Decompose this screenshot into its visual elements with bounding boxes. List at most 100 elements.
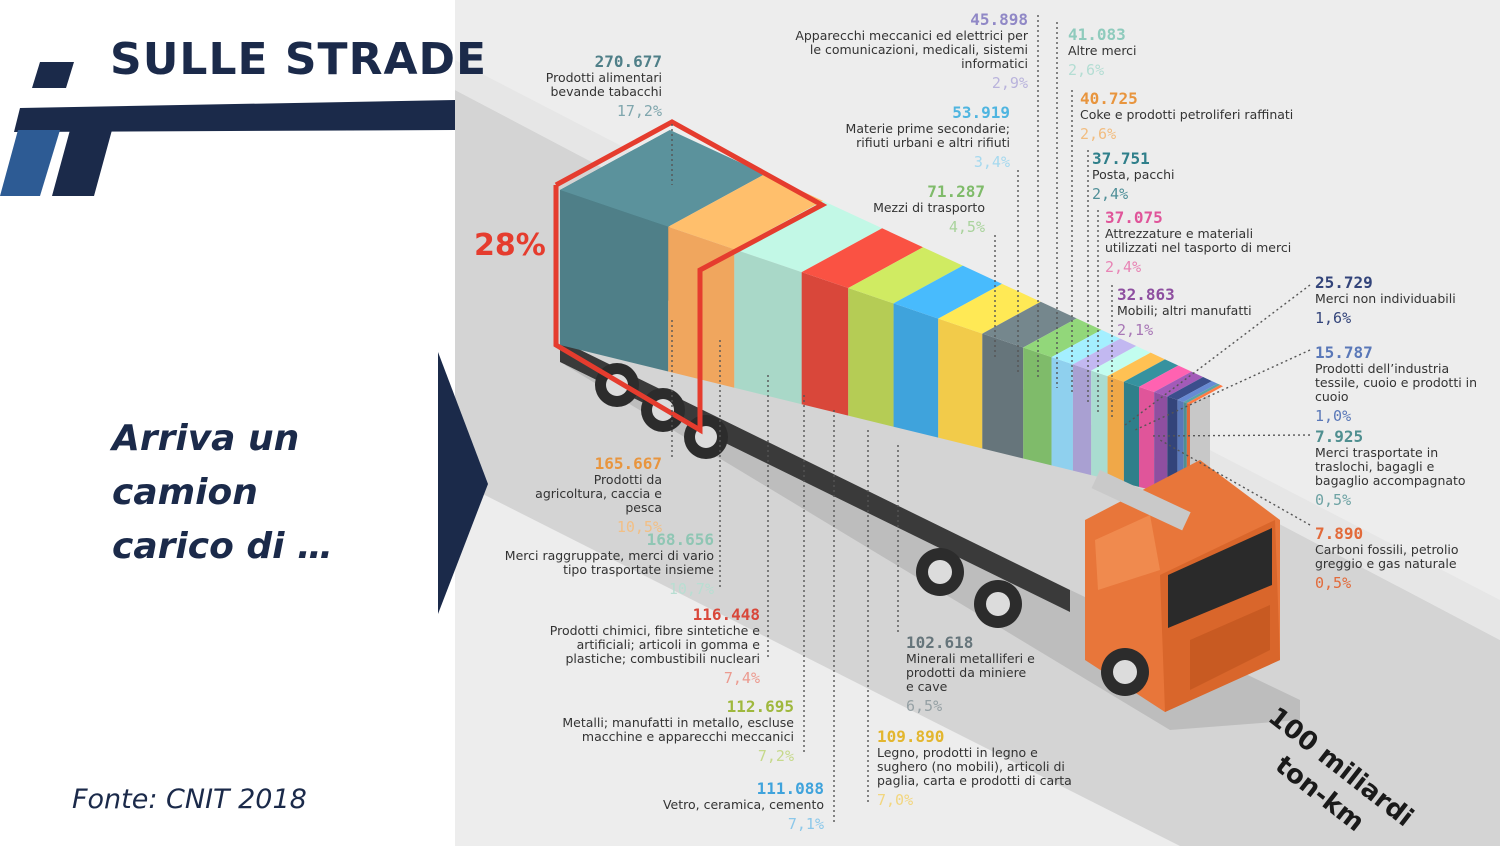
category-label: 168.656 Merci raggruppate, merci di vari…	[490, 530, 714, 599]
category-pct: 2,6%	[1068, 61, 1105, 79]
category-label: 32.863 Mobili; altri manufatti 2,1%	[1117, 285, 1277, 340]
category-name: Prodotti chimici, fibre sintetiche e art…	[549, 623, 760, 666]
cargo-stripe-roof	[1023, 318, 1102, 358]
cargo-stripe-side	[560, 190, 669, 372]
category-value: 111.088	[756, 779, 824, 798]
cargo-stripe-roof	[734, 200, 883, 273]
category-label: 7.890 Carboni fossili, petrolio greggio …	[1315, 524, 1485, 593]
cargo-stripe-roof	[982, 301, 1077, 348]
page-title: SULLE STRADE	[110, 34, 488, 85]
cargo-stripe-roof	[938, 283, 1041, 334]
cargo-stripe-side	[848, 288, 894, 427]
category-pct: 3,4%	[973, 153, 1010, 171]
subtitle: Arriva un camion carico di …	[112, 412, 333, 574]
category-pct: 17,2%	[616, 102, 662, 120]
category-pct: 10,5%	[616, 518, 662, 536]
category-pct: 4,5%	[948, 218, 985, 236]
category-value: 32.863	[1117, 285, 1175, 304]
cargo-stripe-roof	[668, 174, 824, 250]
source-note: Fonte: CNIT 2018	[72, 784, 307, 815]
cargo-stripe-side	[1023, 347, 1052, 466]
category-value: 45.898	[970, 10, 1028, 29]
category-pct: 1,6%	[1315, 309, 1352, 327]
cargo-stripe-roof	[801, 228, 924, 289]
category-label: 165.667 Prodotti da agricoltura, caccia …	[520, 454, 662, 537]
cargo-stripe-roof	[1186, 384, 1223, 405]
logo	[0, 62, 455, 196]
cargo-stripe-side	[982, 333, 1024, 459]
category-label: 45.898 Apparecchi meccanici ed elettrici…	[790, 10, 1028, 93]
category-pct: 2,4%	[1105, 258, 1142, 276]
leader-lines	[671, 15, 1311, 825]
category-pct: 0,5%	[1315, 491, 1352, 509]
category-label: 41.083 Altre merci 2,6%	[1068, 25, 1188, 80]
category-label: 116.448 Prodotti chimici, fibre sintetic…	[520, 605, 760, 688]
cargo-stripe-side	[893, 303, 939, 438]
category-name: Merci non individuabili	[1315, 291, 1456, 306]
category-name: Merci raggruppate, merci di vario tipo t…	[504, 548, 714, 577]
cargo-stripe-roof	[1154, 371, 1204, 397]
category-name: Metalli; manufatti in metallo, escluse m…	[562, 715, 794, 744]
cargo-stripe-roof	[1072, 338, 1137, 371]
category-name: Prodotti alimentari bevande tabacchi	[545, 70, 662, 99]
category-pct: 7,2%	[757, 747, 794, 765]
category-label: 270.677 Prodotti alimentari bevande taba…	[540, 52, 662, 121]
cargo-stripe-side	[1107, 376, 1124, 484]
cargo-stripe-roof	[1091, 346, 1151, 377]
category-value: 25.729	[1315, 273, 1373, 292]
category-value: 71.287	[927, 182, 985, 201]
category-name: Prodotti da agricoltura, caccia e pesca	[535, 472, 662, 515]
category-value: 37.075	[1105, 208, 1163, 227]
category-value: 40.725	[1080, 89, 1138, 108]
cargo-stripe-roof	[893, 265, 1003, 319]
category-name: Minerali metalliferi e prodotti da minie…	[906, 651, 1035, 694]
category-pct: 0,5%	[1315, 574, 1352, 592]
chevron-arrow	[438, 352, 488, 614]
category-pct: 2,6%	[1080, 125, 1117, 143]
category-value: 37.751	[1092, 149, 1150, 168]
category-label: 71.287 Mezzi di trasporto 4,5%	[860, 182, 985, 237]
category-value: 116.448	[692, 605, 760, 624]
category-value: 41.083	[1068, 25, 1126, 44]
cargo-stripes	[560, 130, 1223, 500]
category-pct: 2,1%	[1117, 321, 1154, 339]
category-label: 7.925 Merci trasportate in traslochi, ba…	[1315, 427, 1490, 510]
subtitle-line: Arriva un	[112, 418, 300, 459]
category-value: 109.890	[877, 727, 945, 746]
category-name: Vetro, ceramica, cemento	[662, 797, 824, 812]
cargo-stripe-roof	[848, 247, 963, 304]
cargo-stripe-roof	[1139, 365, 1192, 393]
category-pct: 1,0%	[1315, 407, 1352, 425]
cargo-stripe-roof	[1177, 381, 1218, 403]
category-name: Prodotti dell’industria tessile, cuoio e…	[1315, 361, 1478, 404]
category-pct: 7,4%	[723, 669, 760, 687]
trailer-chassis	[560, 340, 1070, 612]
category-value: 53.919	[952, 103, 1010, 122]
cargo-stripe-roof	[1123, 359, 1179, 387]
category-name: Mobili; altri manufatti	[1117, 303, 1252, 318]
category-value: 270.677	[594, 52, 662, 71]
cargo-stripe-side	[1072, 364, 1092, 476]
cargo-stripe-roof	[1183, 383, 1221, 404]
category-label: 112.695 Metalli; manufatti in metallo, e…	[520, 697, 794, 766]
cargo-stripe-roof	[560, 130, 766, 227]
category-label: 111.088 Vetro, ceramica, cemento 7,1%	[620, 779, 824, 834]
category-label: 37.751 Posta, pacchi 2,4%	[1092, 149, 1242, 204]
category-pct: 2,9%	[991, 74, 1028, 92]
category-label: 40.725 Coke e prodotti petroliferi raffi…	[1080, 89, 1300, 144]
cargo-stripe-side	[1123, 381, 1140, 487]
cargo-stripe-side	[1139, 386, 1155, 491]
cargo-stripe-side	[1051, 357, 1073, 471]
category-name: Merci trasportate in traslochi, bagagli …	[1315, 445, 1466, 488]
category-value: 15.787	[1315, 343, 1373, 362]
category-label: 109.890 Legno, prodotti in legno e sughe…	[877, 727, 1087, 810]
category-name: Coke e prodotti petroliferi raffinati	[1080, 107, 1294, 122]
category-value: 7.925	[1315, 427, 1364, 446]
highlight-percentage: 28%	[474, 228, 546, 263]
category-label: 37.075 Attrezzature e materiali utilizza…	[1105, 208, 1305, 277]
category-value: 165.667	[594, 454, 662, 473]
category-name: Altre merci	[1068, 43, 1137, 58]
category-pct: 6,5%	[906, 697, 943, 715]
category-value: 7.890	[1315, 524, 1364, 543]
